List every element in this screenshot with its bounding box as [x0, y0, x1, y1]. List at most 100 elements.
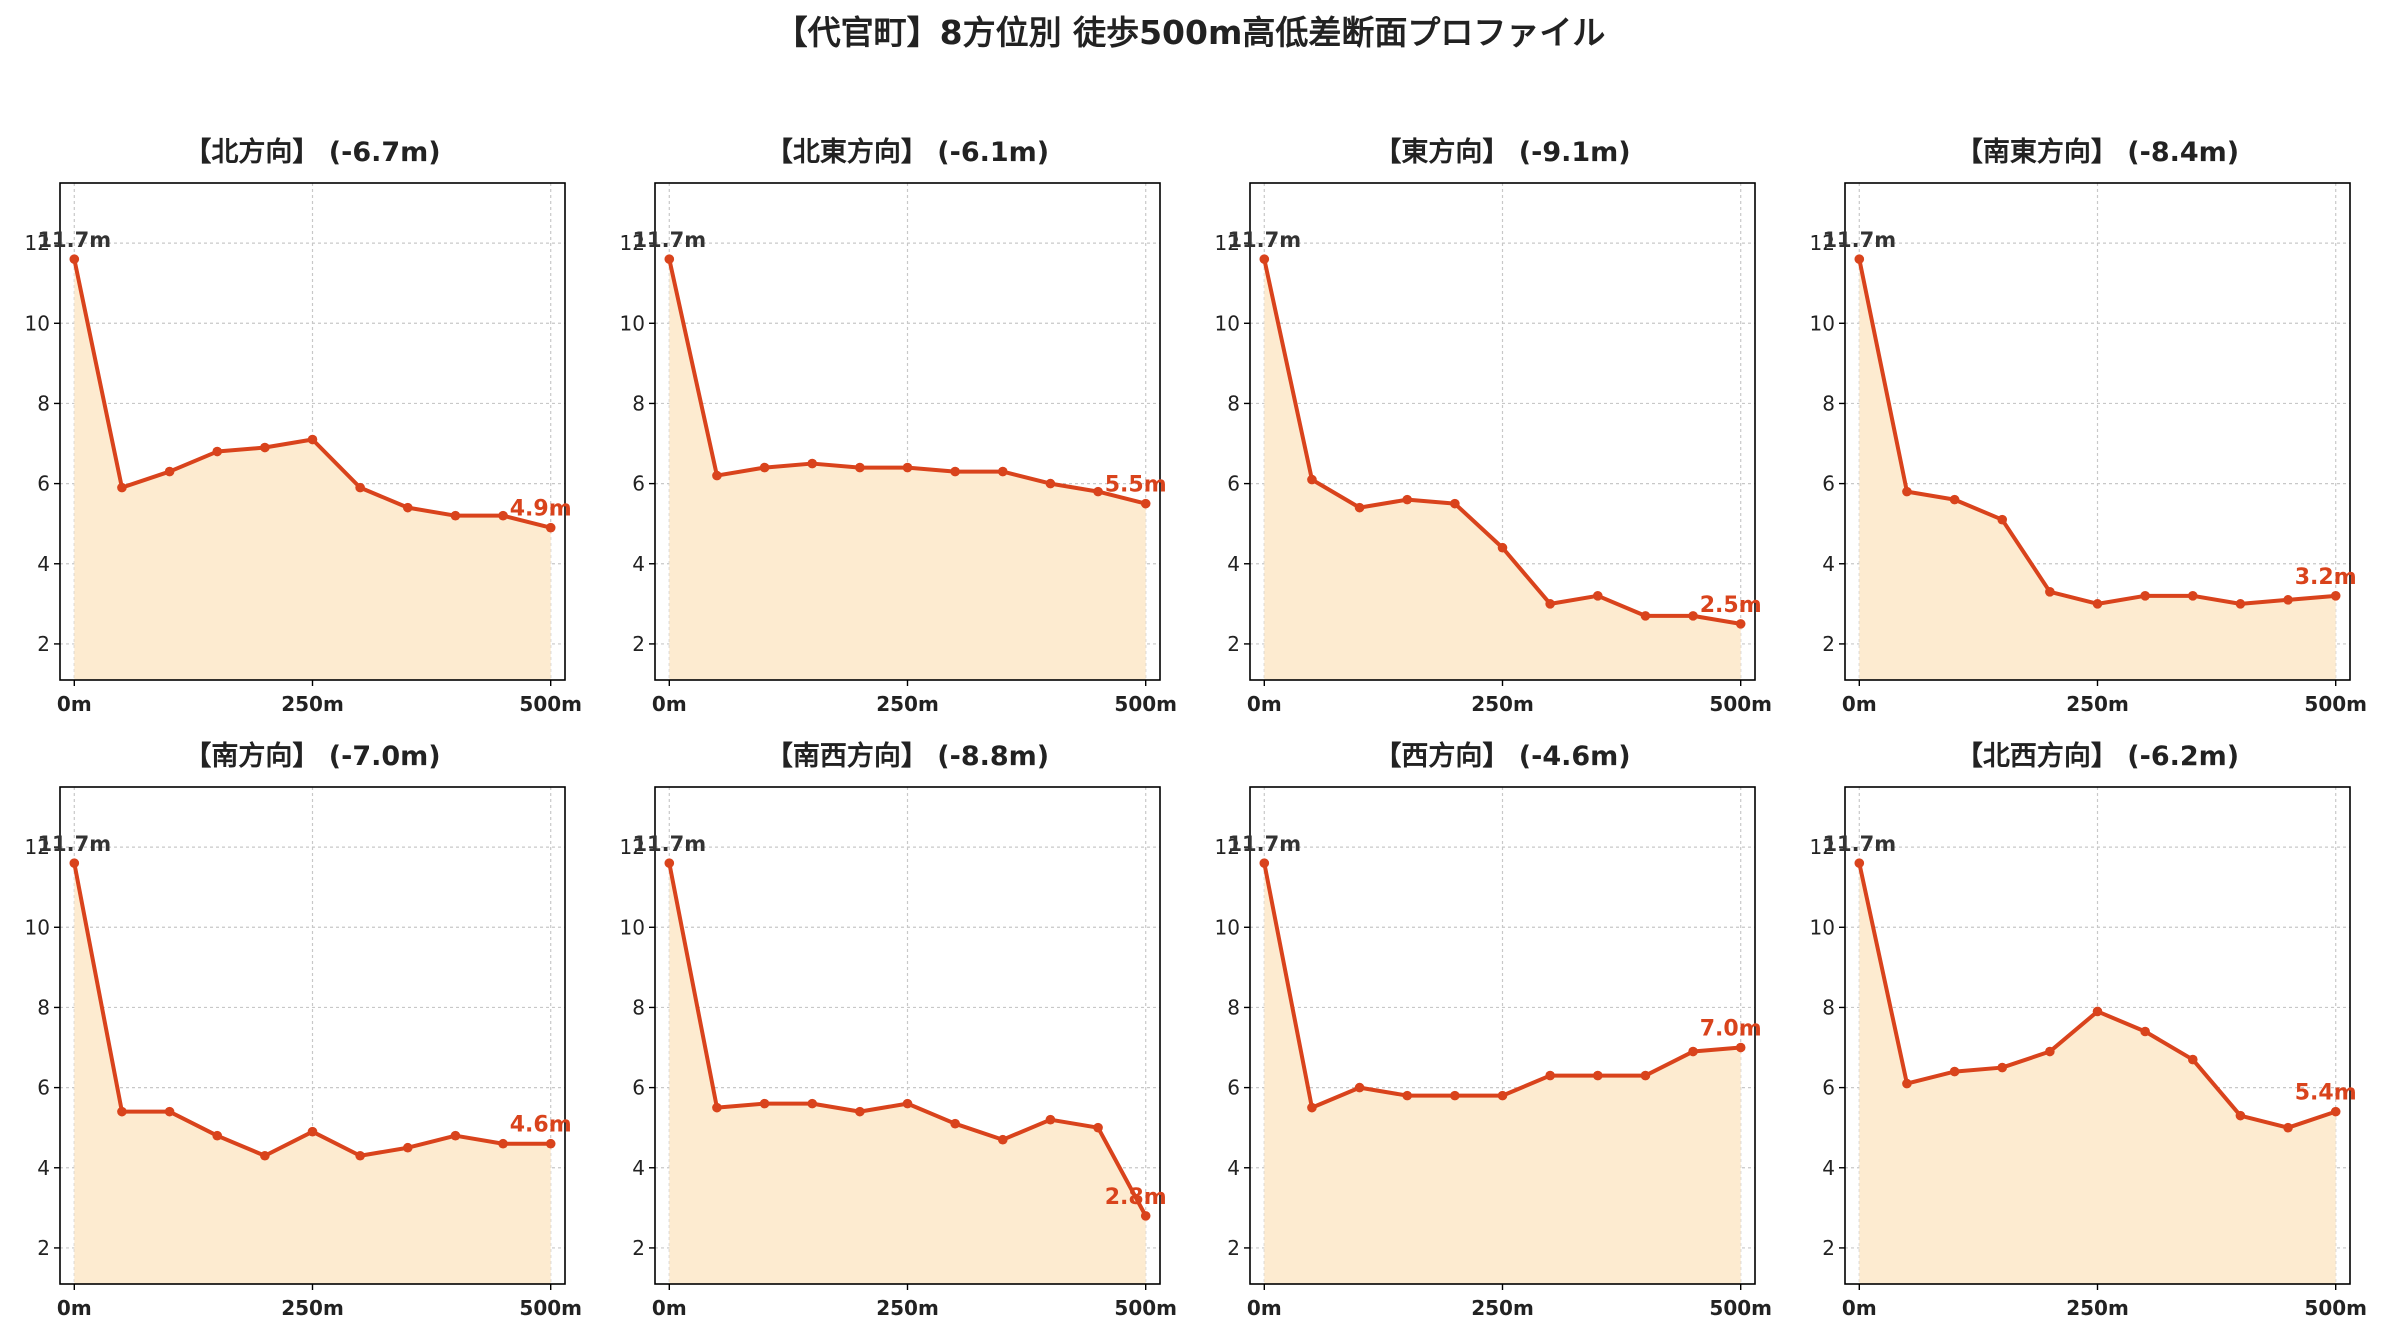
y-tick-label: 12	[620, 231, 645, 255]
data-point	[2330, 591, 2341, 601]
y-tick-label: 6	[1227, 472, 1240, 496]
data-point	[69, 254, 80, 264]
data-point	[1949, 1066, 1960, 1077]
panel-1: 【北方向】 (-6.7m) 2 4 6 8 10 12 0m 250m 500m 11.7m 4.9m	[25, 136, 582, 716]
data-point	[950, 1118, 960, 1129]
panel-title: 【南方向】 (-7.0m)	[184, 740, 440, 772]
data-point	[260, 1150, 270, 1161]
elevation-area	[1264, 863, 1741, 1284]
y-tick-label: 6	[632, 472, 645, 496]
x-tick-label: 500m	[519, 692, 582, 716]
y-tick-label: 2	[1227, 632, 1240, 656]
data-point	[807, 458, 818, 469]
y-tick-label: 12	[1810, 231, 1835, 255]
data-point	[2092, 599, 2103, 609]
data-point	[1688, 611, 1698, 621]
data-point	[498, 510, 508, 521]
y-tick-label: 4	[1227, 552, 1240, 576]
elevation-area	[1859, 863, 2336, 1284]
y-tick-label: 4	[1227, 1156, 1240, 1180]
y-tick-label: 2	[37, 1236, 50, 1260]
y-tick-label: 8	[37, 995, 50, 1019]
data-point	[1854, 254, 1865, 264]
y-tick-label: 2	[1822, 632, 1835, 656]
y-tick-label: 12	[620, 835, 645, 859]
end-elevation-label: 4.9m	[510, 497, 572, 522]
y-tick-label: 8	[632, 391, 645, 415]
y-tick-label: 8	[1822, 391, 1835, 415]
panel-title: 【北方向】 (-6.7m)	[184, 136, 440, 168]
x-tick-label: 500m	[1114, 692, 1177, 716]
data-point	[164, 466, 175, 477]
data-point	[1854, 858, 1865, 868]
data-point	[355, 482, 365, 493]
data-point	[664, 858, 675, 868]
data-point	[1545, 1070, 1555, 1081]
y-tick-label: 12	[25, 231, 50, 255]
x-tick-label: 250m	[1471, 1296, 1534, 1320]
data-point	[1354, 502, 1365, 513]
data-point	[950, 466, 960, 477]
panel-3: 【東方向】 (-9.1m) 2 4 6 8 10 12 0m 250m 500m 11.7m 2.5m	[1215, 136, 1772, 716]
data-point	[1640, 1070, 1651, 1081]
data-point	[2045, 587, 2055, 597]
data-point	[450, 510, 461, 521]
y-tick-label: 12	[25, 835, 50, 859]
data-point	[1402, 494, 1413, 505]
data-point	[2235, 599, 2246, 609]
start-elevation-label: 11.7m	[1227, 228, 1301, 252]
y-tick-label: 2	[1227, 1236, 1240, 1260]
x-tick-label: 250m	[281, 1296, 344, 1320]
y-tick-label: 10	[1215, 915, 1240, 939]
data-point	[1045, 478, 1056, 489]
data-point	[260, 442, 270, 453]
data-point	[1259, 858, 1270, 868]
y-tick-label: 4	[37, 1156, 50, 1180]
x-tick-label: 250m	[281, 692, 344, 716]
y-tick-label: 8	[37, 391, 50, 415]
y-tick-label: 8	[1227, 995, 1240, 1019]
data-point	[1093, 486, 1103, 497]
data-point	[1997, 1062, 2008, 1073]
elevation-area	[1264, 259, 1741, 680]
data-point	[712, 1102, 722, 1113]
figure-title: 【代官町】8方位別 徒歩500m高低差断面プロファイル	[775, 13, 1606, 52]
data-point	[117, 482, 127, 493]
data-point	[450, 1130, 461, 1141]
data-point	[1307, 474, 1317, 485]
data-point	[2187, 1054, 2198, 1065]
y-tick-label: 4	[1822, 1156, 1835, 1180]
data-point	[1307, 1102, 1317, 1113]
data-point	[1902, 486, 1912, 497]
start-elevation-label: 11.7m	[1822, 228, 1896, 252]
end-elevation-label: 4.6m	[510, 1113, 572, 1138]
elevation-area	[1859, 259, 2336, 680]
y-tick-label: 4	[37, 552, 50, 576]
panel-title: 【西方向】 (-4.6m)	[1374, 740, 1630, 772]
start-elevation-label: 11.7m	[632, 832, 706, 856]
y-tick-label: 12	[1215, 835, 1240, 859]
data-point	[855, 462, 865, 473]
x-tick-label: 500m	[2304, 692, 2367, 716]
y-tick-label: 10	[25, 915, 50, 939]
y-tick-label: 6	[37, 472, 50, 496]
x-tick-label: 500m	[1114, 1296, 1177, 1320]
y-tick-label: 2	[632, 632, 645, 656]
data-point	[1640, 611, 1651, 621]
panel-title: 【東方向】 (-9.1m)	[1374, 136, 1630, 168]
y-tick-label: 10	[620, 915, 645, 939]
x-tick-label: 0m	[652, 692, 687, 716]
x-tick-label: 0m	[57, 1296, 92, 1320]
data-point	[1093, 1122, 1103, 1133]
data-point	[2140, 1026, 2150, 1037]
data-point	[2283, 595, 2293, 605]
data-point	[2330, 1106, 2341, 1117]
panel-title: 【北東方向】 (-6.1m)	[766, 136, 1049, 168]
y-tick-label: 8	[632, 995, 645, 1019]
data-point	[759, 462, 770, 473]
y-tick-label: 6	[1822, 1076, 1835, 1100]
data-point	[1450, 498, 1460, 509]
data-point	[498, 1138, 508, 1149]
data-point	[2140, 591, 2150, 601]
